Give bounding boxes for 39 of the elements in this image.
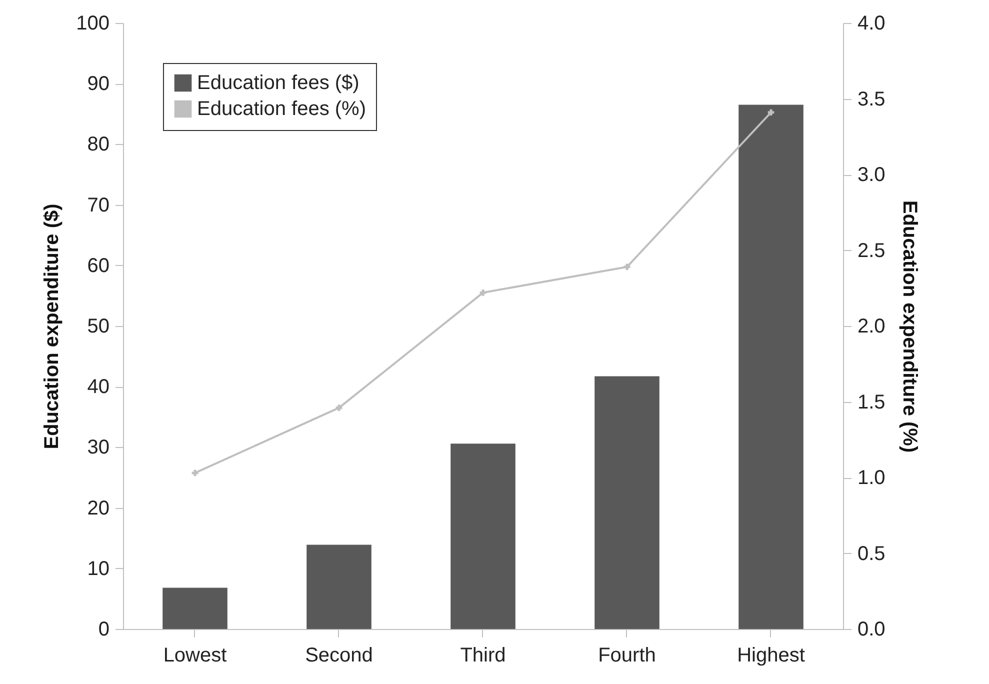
y2-tick-label: 0.0	[858, 618, 886, 640]
y-axis-title: Education expenditure ($)	[41, 204, 64, 450]
y2-axis-title: Education expenditure (%)	[898, 200, 920, 453]
legend-label: Education fees (%)	[197, 98, 366, 120]
x-tick-label: Fourth	[598, 644, 656, 666]
y-tick-label: 20	[87, 497, 110, 520]
y2-tick-label: 0.5	[858, 542, 886, 565]
y-tick-label: 100	[76, 12, 110, 34]
y-tick-label: 90	[87, 73, 110, 96]
y2-tick-label: 2.5	[858, 240, 886, 262]
y2-tick-label: 2.0	[858, 316, 886, 338]
y2-tick-label: 1.0	[858, 467, 886, 489]
bar	[738, 104, 804, 629]
y-tick-label: 80	[87, 134, 110, 156]
point	[192, 470, 198, 476]
y-tick-label: 30	[87, 436, 110, 459]
x-tick-label: Third	[460, 644, 506, 666]
point	[624, 264, 630, 270]
y2-tick-label: 4.0	[858, 12, 886, 34]
y2-tick-label: 1.5	[858, 391, 886, 414]
y-tick-label: 50	[87, 316, 110, 338]
y2-tick-label: 3.5	[858, 88, 886, 110]
x-tick-label: Second	[305, 644, 373, 666]
bar	[594, 376, 660, 629]
y-tick-label: 40	[87, 376, 110, 398]
point	[768, 109, 774, 116]
point	[336, 404, 342, 411]
x-tick-label: Lowest	[163, 644, 228, 666]
point	[480, 290, 486, 296]
y-tick-label: 10	[87, 558, 110, 580]
y-tick-label: 60	[87, 254, 110, 277]
x-tick-label: Highest	[737, 644, 806, 666]
y-tick-label: 70	[87, 194, 110, 216]
bar	[450, 444, 516, 629]
y2-tick-label: 3.0	[858, 164, 886, 186]
bar	[306, 544, 372, 629]
y-tick-label: 0	[98, 618, 110, 640]
legend-label: Education fees ($)	[197, 72, 360, 94]
bar	[162, 588, 228, 629]
